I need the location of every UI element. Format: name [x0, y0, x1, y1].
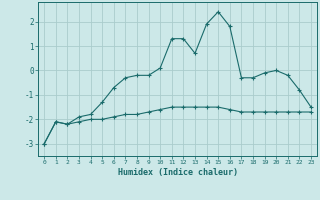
X-axis label: Humidex (Indice chaleur): Humidex (Indice chaleur) [118, 168, 238, 177]
